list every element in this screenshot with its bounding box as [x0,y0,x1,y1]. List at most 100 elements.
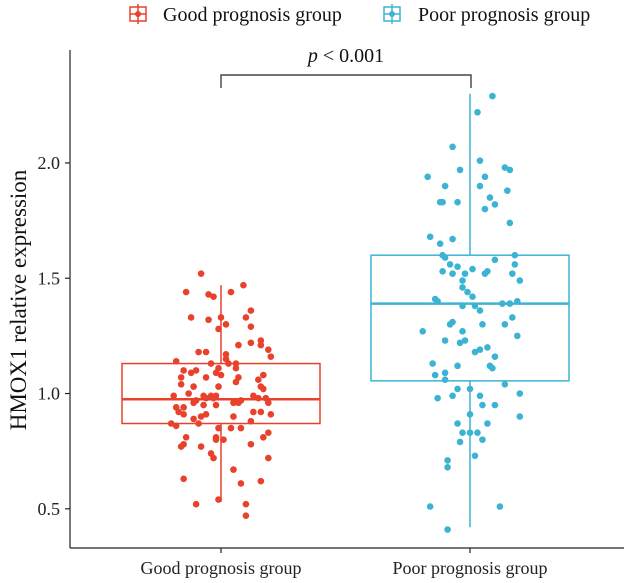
data-point [210,394,217,402]
data-point [444,457,451,464]
data-point [511,261,519,268]
legend-icon-good [129,4,147,24]
data-point [195,420,202,427]
data-point [476,157,484,164]
data-point [210,293,217,300]
data-point [265,399,272,407]
data-point [471,302,479,310]
data-point [434,298,441,305]
data-point [185,390,192,397]
data-point [461,270,469,277]
data-point [210,454,217,462]
data-point [441,182,449,190]
data-point [461,337,469,344]
y-axis-title: HMOX1 relative expression [6,169,31,430]
data-point [469,293,476,300]
data-point [504,187,511,194]
data-point [459,302,466,310]
data-point [172,357,180,365]
data-point [436,240,444,247]
data-point [180,410,187,418]
data-point [227,288,235,296]
data-point [230,466,237,473]
data-point [265,429,272,437]
data-point [182,434,190,441]
data-point [192,367,200,374]
data-point [441,369,449,377]
data-point [449,235,456,243]
data-point [225,360,232,367]
data-point [217,371,225,379]
data-point [260,371,267,379]
data-point [439,198,446,206]
data-point [232,360,240,367]
y-tick-label: 0.5 [38,499,61,519]
data-point [237,397,245,404]
data-point [499,300,506,307]
data-point [242,500,250,508]
data-point [424,173,431,181]
data-point [237,480,245,487]
data-point [476,346,484,354]
data-point [267,353,275,360]
data-point [247,440,255,448]
p-value: < 0.001 [318,45,384,67]
data-point [257,408,265,416]
data-point [177,374,185,381]
data-point [175,408,182,416]
data-point [479,436,486,443]
y-ticks: 0.5 1.0 1.5 2.0 [38,153,70,519]
data-point [481,270,489,277]
data-point [449,143,456,151]
significance-bracket [220,74,472,88]
data-point [247,417,255,425]
data-point [257,477,265,485]
x-tick-label: Poor prognosis group [392,558,547,578]
data-point [466,385,474,393]
data-point [242,314,250,321]
data-point [459,284,466,291]
plot-area [121,92,570,533]
data-point [474,108,481,116]
data-point [496,503,504,510]
x-ticks: Good prognosis group Poor prognosis group [141,548,548,578]
data-point [441,337,449,344]
data-point [429,360,436,367]
data-point [215,325,222,333]
data-point [205,291,212,298]
data-point [476,182,484,190]
data-point [202,374,210,381]
data-point [260,385,267,393]
data-point [207,360,215,367]
data-point [190,415,197,423]
data-point [426,233,434,241]
data-point [237,424,245,432]
data-point [516,413,524,420]
data-point [197,443,205,450]
data-point [456,339,464,347]
data-point [230,413,237,420]
data-point [222,351,230,358]
y-tick-label: 1.0 [38,384,61,404]
data-point [506,166,514,174]
data-point [215,424,222,432]
data-point [177,443,185,450]
box-group-poor [370,92,570,533]
data-point [212,436,220,443]
data-point [167,420,175,427]
data-point [456,166,464,174]
legend-icon-poor [383,4,401,24]
data-point [476,392,484,400]
data-point [454,420,461,427]
data-point [446,261,454,268]
data-point [242,512,250,520]
data-point [454,362,461,370]
data-point [471,452,479,460]
data-point [479,401,486,409]
data-point [469,265,476,273]
data-point [466,429,474,437]
legend-label-poor: Poor prognosis group [418,4,590,26]
data-point [434,394,441,402]
data-point [454,263,461,271]
data-point [202,348,210,356]
